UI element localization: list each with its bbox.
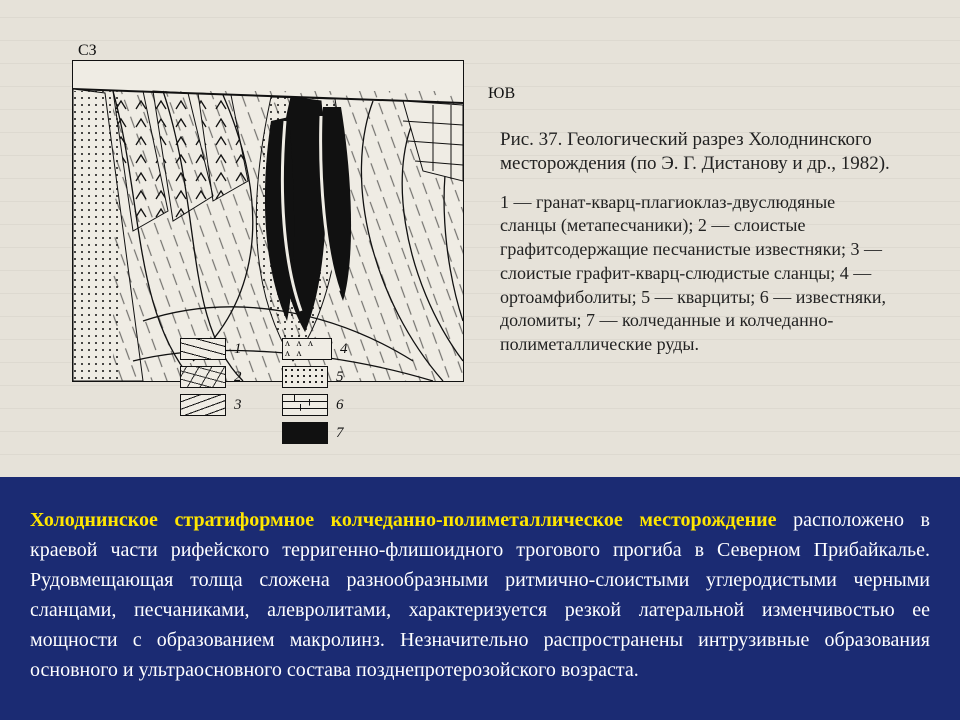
legend-item: 5 [282,366,354,388]
legend-swatch-3 [180,394,226,416]
legend-swatch-7 [282,422,328,444]
legend-number: 4 [340,341,354,358]
legend-block: 1 2 3 ʌ ʌ ʌʌ ʌ 4 [180,338,465,450]
legend-number: 6 [336,397,350,414]
legend-number: 3 [234,397,248,414]
slide-root: СЗ ЮВ [0,0,960,720]
legend-swatch-1 [180,338,226,360]
legend-swatch-6 [282,394,328,416]
legend-swatch-2 [180,366,226,388]
legend-item: 6 [282,394,354,416]
legend-swatch-4: ʌ ʌ ʌʌ ʌ [282,338,332,360]
description-body: расположено в краевой части рифейского т… [30,509,930,681]
description-panel: Холоднинское стратиформное колчеданно-по… [0,477,960,720]
compass-se-label: ЮВ [488,85,515,103]
legend-item: 1 [180,338,248,360]
legend-swatch-5 [282,366,328,388]
compass-nw-label: СЗ [78,42,97,60]
caption-title: Рис. 37. Геологический разрез Холоднинск… [500,128,895,177]
cross-section-svg [73,61,463,381]
caption-legend-text: 1 — гранат-кварц-плагиоклаз-двуслюдяные … [500,191,895,357]
description-lead: Холоднинское стратиформное колчеданно-по… [30,509,777,531]
legend-number: 7 [336,425,350,442]
geological-cross-section [72,60,464,382]
legend-number: 1 [234,341,248,358]
legend-item: 3 [180,394,248,416]
legend-number: 5 [336,369,350,386]
figure-caption: Рис. 37. Геологический разрез Холоднинск… [500,128,895,357]
legend-number: 2 [234,369,248,386]
legend-item: 2 [180,366,248,388]
scan-panel: СЗ ЮВ [0,0,960,477]
legend-item: 7 [282,422,354,444]
legend-item: ʌ ʌ ʌʌ ʌ 4 [282,338,354,360]
